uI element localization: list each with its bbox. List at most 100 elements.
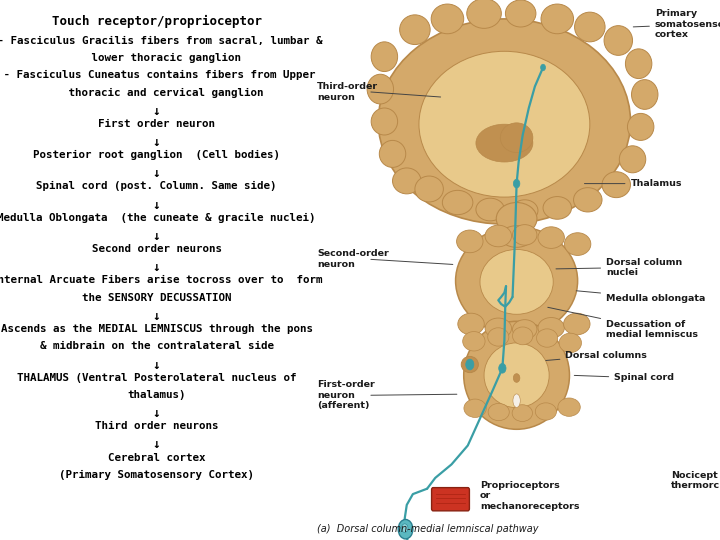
Text: Dorsal column
nuclei: Dorsal column nuclei bbox=[556, 258, 683, 277]
Ellipse shape bbox=[513, 394, 521, 407]
Text: ↓: ↓ bbox=[153, 310, 161, 323]
Circle shape bbox=[513, 179, 520, 188]
Ellipse shape bbox=[559, 333, 582, 353]
Text: Nocicept
thermorc: Nocicept thermorc bbox=[671, 471, 720, 490]
Ellipse shape bbox=[496, 202, 537, 235]
Text: lower thoracic ganglion: lower thoracic ganglion bbox=[72, 53, 241, 63]
Ellipse shape bbox=[513, 225, 537, 245]
Ellipse shape bbox=[575, 12, 605, 42]
Ellipse shape bbox=[574, 188, 602, 212]
Text: THALAMUS (Ventral Posterolateral nucleus of: THALAMUS (Ventral Posterolateral nucleus… bbox=[17, 373, 297, 383]
Text: - Fasciculus Gracilis fibers from sacral, lumbar &: - Fasciculus Gracilis fibers from sacral… bbox=[0, 36, 323, 46]
Text: ↓: ↓ bbox=[153, 136, 161, 149]
Ellipse shape bbox=[442, 190, 473, 214]
Ellipse shape bbox=[535, 403, 557, 420]
Ellipse shape bbox=[480, 249, 553, 314]
Text: Decussation of
medial lemniscus: Decussation of medial lemniscus bbox=[548, 307, 698, 339]
Text: Proprioceptors
or
mechanoreceptors: Proprioceptors or mechanoreceptors bbox=[480, 481, 580, 511]
Circle shape bbox=[541, 64, 546, 71]
Text: (Primary Somatosensory Cortex): (Primary Somatosensory Cortex) bbox=[59, 470, 254, 480]
Ellipse shape bbox=[500, 226, 533, 247]
Ellipse shape bbox=[462, 356, 478, 373]
Ellipse shape bbox=[378, 19, 631, 224]
Text: Cerebral cortex: Cerebral cortex bbox=[108, 453, 205, 463]
Ellipse shape bbox=[558, 398, 580, 416]
Ellipse shape bbox=[392, 168, 421, 194]
Ellipse shape bbox=[463, 332, 485, 351]
Text: Touch receptor/proprioceptor: Touch receptor/proprioceptor bbox=[52, 15, 261, 28]
Circle shape bbox=[398, 519, 413, 539]
Ellipse shape bbox=[538, 318, 564, 338]
Ellipse shape bbox=[464, 399, 486, 417]
Ellipse shape bbox=[619, 146, 646, 173]
Ellipse shape bbox=[627, 113, 654, 140]
Ellipse shape bbox=[500, 123, 533, 152]
Text: Ascends as the MEDIAL LEMNISCUS through the pons: Ascends as the MEDIAL LEMNISCUS through … bbox=[1, 324, 312, 334]
Text: ↓: ↓ bbox=[153, 199, 161, 212]
Text: Second-order
neuron: Second-order neuron bbox=[318, 249, 389, 269]
Ellipse shape bbox=[456, 227, 577, 335]
Text: Second order neurons: Second order neurons bbox=[91, 244, 222, 254]
Ellipse shape bbox=[541, 4, 574, 33]
Circle shape bbox=[513, 374, 520, 382]
Ellipse shape bbox=[431, 4, 464, 33]
Ellipse shape bbox=[604, 25, 633, 56]
Text: First-order
neuron
(afferent): First-order neuron (afferent) bbox=[318, 380, 375, 410]
Text: ↓: ↓ bbox=[153, 105, 161, 118]
Ellipse shape bbox=[512, 405, 533, 421]
Circle shape bbox=[402, 524, 408, 532]
Text: First order neuron: First order neuron bbox=[98, 119, 215, 129]
FancyBboxPatch shape bbox=[431, 488, 469, 511]
Text: Dorsal columns: Dorsal columns bbox=[546, 351, 647, 361]
Circle shape bbox=[499, 363, 506, 373]
Text: ↓: ↓ bbox=[153, 167, 161, 180]
Text: Medulla Oblongata  (the cuneate & gracile nuclei): Medulla Oblongata (the cuneate & gracile… bbox=[0, 213, 316, 223]
Ellipse shape bbox=[464, 321, 570, 429]
Ellipse shape bbox=[564, 313, 590, 335]
Ellipse shape bbox=[513, 327, 533, 345]
Text: Third order neurons: Third order neurons bbox=[95, 421, 218, 431]
Ellipse shape bbox=[513, 320, 537, 339]
Ellipse shape bbox=[467, 0, 501, 28]
Text: Primary
somatosensory
cortex: Primary somatosensory cortex bbox=[634, 9, 720, 39]
Ellipse shape bbox=[485, 318, 511, 339]
Circle shape bbox=[466, 359, 474, 370]
Ellipse shape bbox=[400, 15, 430, 45]
Ellipse shape bbox=[631, 79, 658, 109]
Ellipse shape bbox=[602, 172, 631, 198]
Ellipse shape bbox=[372, 42, 397, 71]
Text: ↓: ↓ bbox=[153, 230, 161, 243]
Text: (a)  Dorsal column-medial lemniscal pathway: (a) Dorsal column-medial lemniscal pathw… bbox=[318, 523, 539, 534]
Text: ↓: ↓ bbox=[153, 438, 161, 451]
Text: Posterior root ganglion  (Cell bodies): Posterior root ganglion (Cell bodies) bbox=[33, 150, 280, 160]
Text: Third-order
neuron: Third-order neuron bbox=[318, 82, 379, 102]
Text: thoracic and cervical ganglion: thoracic and cervical ganglion bbox=[50, 87, 264, 98]
Ellipse shape bbox=[511, 200, 538, 221]
Text: Thalamus: Thalamus bbox=[585, 179, 682, 188]
Ellipse shape bbox=[456, 230, 483, 253]
Text: & midbrain on the contralateral side: & midbrain on the contralateral side bbox=[40, 341, 274, 352]
Text: Internal Arcuate Fibers arise tocross over to  form: Internal Arcuate Fibers arise tocross ov… bbox=[0, 275, 323, 286]
Ellipse shape bbox=[379, 140, 406, 167]
Ellipse shape bbox=[505, 0, 536, 27]
Ellipse shape bbox=[476, 198, 505, 221]
Ellipse shape bbox=[476, 124, 533, 162]
Ellipse shape bbox=[372, 108, 397, 135]
Ellipse shape bbox=[488, 403, 509, 421]
Ellipse shape bbox=[419, 51, 590, 197]
Text: thalamus): thalamus) bbox=[127, 390, 186, 400]
Text: ↓: ↓ bbox=[153, 359, 161, 372]
Ellipse shape bbox=[538, 227, 564, 248]
Text: Spinal cord (post. Column. Same side): Spinal cord (post. Column. Same side) bbox=[36, 181, 277, 192]
Text: ↓: ↓ bbox=[153, 261, 161, 274]
Text: the SENSORY DECUSSATION: the SENSORY DECUSSATION bbox=[82, 293, 231, 303]
Ellipse shape bbox=[564, 233, 591, 255]
Ellipse shape bbox=[487, 328, 509, 346]
Ellipse shape bbox=[485, 225, 511, 247]
Ellipse shape bbox=[536, 329, 558, 347]
Text: ↓: ↓ bbox=[153, 407, 161, 420]
Ellipse shape bbox=[367, 74, 394, 104]
Text: Spinal cord: Spinal cord bbox=[575, 374, 674, 382]
Ellipse shape bbox=[626, 49, 652, 78]
Ellipse shape bbox=[458, 313, 485, 335]
